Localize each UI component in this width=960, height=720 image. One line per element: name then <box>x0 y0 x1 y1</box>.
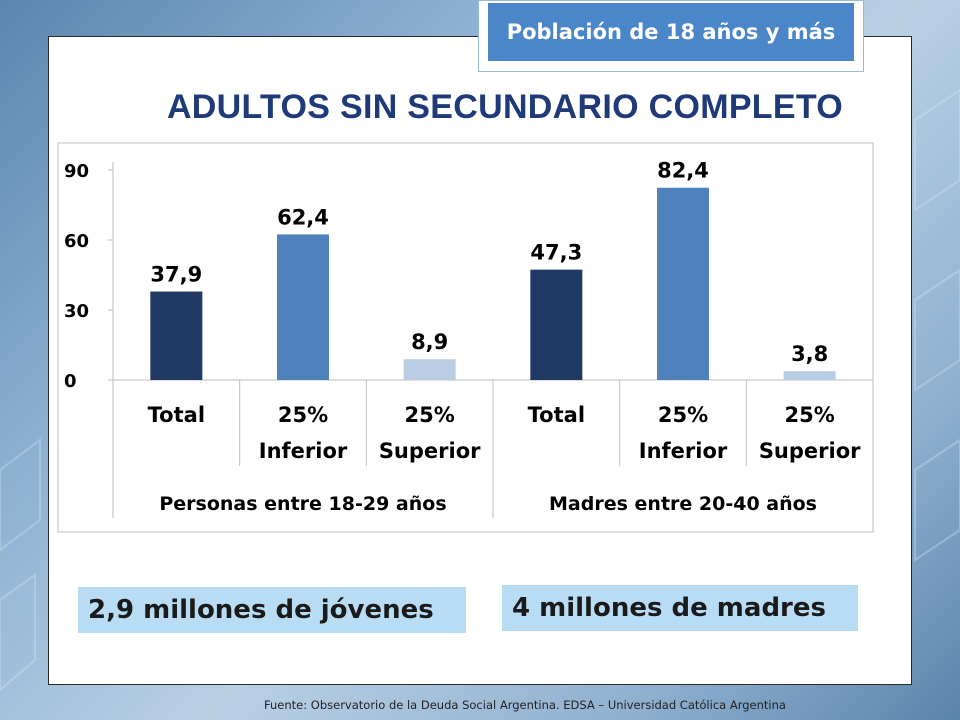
category-label: Superior <box>759 439 861 463</box>
category-label: Superior <box>379 439 481 463</box>
category-label: 25% <box>405 403 455 427</box>
category-label: 25% <box>658 403 708 427</box>
bar-value-label: 47,3 <box>530 241 582 265</box>
population-badge-label: Población de 18 años y más <box>486 1 856 63</box>
y-tick-label: 60 <box>64 231 89 252</box>
category-label: Inferior <box>259 439 348 463</box>
bar <box>403 359 456 380</box>
category-label: Total <box>528 403 585 427</box>
category-label: 25% <box>785 403 835 427</box>
y-tick-label: 30 <box>64 301 89 322</box>
category-label: Total <box>148 403 205 427</box>
population-badge: Población de 18 años y más <box>478 0 864 72</box>
bar-value-label: 3,8 <box>791 342 828 366</box>
group-label: Personas entre 18-29 años <box>159 493 446 515</box>
source-note: Fuente: Observatorio de la Deuda Social … <box>264 698 786 712</box>
bar-value-label: 82,4 <box>657 159 709 183</box>
bar <box>150 291 203 380</box>
bar-value-label: 62,4 <box>277 205 329 229</box>
bar-value-label: 8,9 <box>411 330 448 354</box>
category-label: Inferior <box>639 439 728 463</box>
group-label: Madres entre 20-40 años <box>549 493 817 515</box>
y-tick-label: 0 <box>64 371 77 392</box>
bar <box>530 269 583 380</box>
bar <box>657 187 709 380</box>
category-label: 25% <box>278 403 328 427</box>
y-tick-label: 90 <box>64 161 89 182</box>
bar <box>783 371 836 380</box>
mothers-callout: 4 millones de madres <box>502 585 858 631</box>
bar <box>277 234 329 380</box>
youth-callout: 2,9 millones de jóvenes <box>78 587 466 633</box>
slide-title: ADULTOS SIN SECUNDARIO COMPLETO <box>166 88 844 126</box>
bar-value-label: 37,9 <box>150 263 202 287</box>
